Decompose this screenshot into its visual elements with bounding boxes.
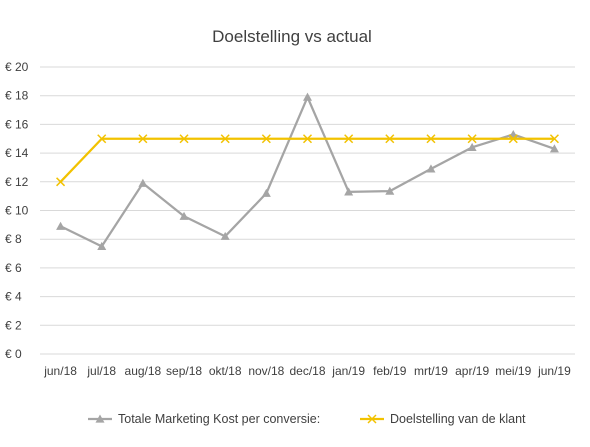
data-point-marker	[426, 164, 436, 173]
x-tick-label: jan/19	[331, 364, 365, 378]
x-tick-label: aug/18	[125, 364, 162, 378]
data-point-marker	[261, 134, 271, 144]
x-tick-label: jul/18	[86, 364, 116, 378]
data-point-marker	[385, 134, 395, 144]
y-tick-label: € 0	[5, 347, 22, 361]
x-tick-label: jun/19	[537, 364, 571, 378]
y-tick-label: € 14	[5, 146, 29, 160]
legend-label: Doelstelling van de klant	[390, 412, 526, 426]
data-point-marker	[467, 134, 477, 144]
x-tick-label: dec/18	[289, 364, 325, 378]
series-line	[60, 96, 555, 248]
x-tick-label: apr/19	[455, 364, 489, 378]
data-point-marker	[56, 177, 66, 187]
x-tick-label: okt/18	[209, 364, 242, 378]
data-point-marker	[179, 134, 189, 144]
series-layer	[56, 92, 559, 250]
y-tick-label: € 4	[5, 290, 22, 304]
data-point-marker	[303, 92, 312, 101]
data-point-marker	[426, 134, 436, 144]
data-point-marker	[179, 211, 189, 220]
data-point-marker	[220, 231, 230, 240]
legend: Totale Marketing Kost per conversie: Doel…	[88, 412, 526, 426]
data-point-marker	[138, 178, 148, 187]
series-1	[56, 92, 559, 250]
data-point-marker	[220, 134, 230, 144]
y-tick-label: € 10	[5, 204, 29, 218]
y-tick-label: € 8	[5, 232, 22, 246]
data-point-marker	[138, 134, 148, 144]
legend-item: Doelstelling van de klant	[360, 412, 526, 426]
y-tick-label: € 16	[5, 117, 29, 131]
data-point-marker	[467, 142, 477, 151]
legend-item: Totale Marketing Kost per conversie:	[88, 412, 320, 426]
data-point-marker	[302, 134, 313, 144]
data-point-marker	[261, 188, 271, 197]
gridlines	[40, 66, 575, 355]
x-tick-label: sep/18	[166, 364, 202, 378]
data-point-marker	[508, 134, 518, 144]
chart-title: Doelstelling vs actual	[212, 27, 372, 46]
data-point-marker	[385, 186, 395, 195]
x-tick-label: mei/19	[495, 364, 531, 378]
series-2	[56, 134, 559, 187]
y-tick-label: € 20	[5, 60, 29, 74]
y-tick-label: € 12	[5, 175, 29, 189]
data-point-marker	[344, 134, 354, 144]
x-tick-label: mrt/19	[414, 364, 448, 378]
data-point-marker	[367, 414, 377, 424]
y-tick-label: € 18	[5, 89, 29, 103]
data-point-marker	[344, 187, 354, 196]
data-point-marker	[97, 134, 107, 144]
x-tick-label: feb/19	[373, 364, 407, 378]
data-point-marker	[549, 144, 559, 153]
data-point-marker	[95, 414, 105, 423]
data-point-marker	[97, 241, 107, 250]
data-point-marker	[549, 134, 559, 144]
x-tick-label: nov/18	[248, 364, 284, 378]
data-point-marker	[56, 221, 66, 230]
y-tick-label: € 2	[5, 318, 22, 332]
legend-label: Totale Marketing Kost per conversie:	[118, 412, 320, 426]
x-tick-label: jun/18	[43, 364, 77, 378]
x-axis-labels: jun/18 jul/18 aug/18 sep/18 okt/18 nov/18 dec/…	[43, 364, 571, 378]
data-point-marker	[508, 129, 518, 139]
y-tick-label: € 6	[5, 261, 22, 275]
y-axis-labels: € 0 € 2 € 4 € 6 € 8 € 10 € 12 € 14 € 16 € 18 € 20	[5, 60, 29, 361]
